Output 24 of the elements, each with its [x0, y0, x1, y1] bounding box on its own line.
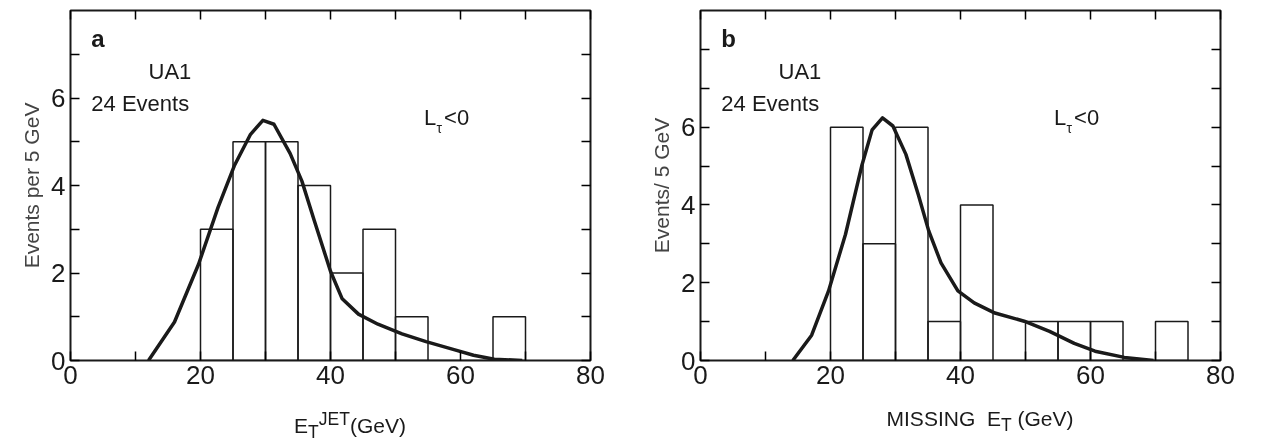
x-axis-title: MISSING E$_{T}$ (GeV) [886, 406, 1074, 438]
x-tick-label: 60 [446, 359, 475, 390]
y-tick-label: 4 [681, 189, 696, 220]
x-tick-label: 80 [1206, 359, 1235, 390]
x-tick-label: 20 [186, 359, 215, 390]
annotation: UA1 [148, 59, 192, 84]
y-axis-title: Events per 5 GeV [20, 102, 44, 269]
text: a [91, 24, 106, 52]
y-tick-label: 4 [51, 170, 66, 201]
annotation: UA1 [778, 59, 822, 84]
y-tick-label: 2 [51, 258, 66, 288]
x-tick-label: 20 [816, 359, 845, 390]
y-tick-label: 6 [681, 112, 696, 143]
x-tick-label: 40 [316, 359, 345, 390]
annotation: 24 Events [91, 90, 190, 116]
y-tick-label: 6 [51, 83, 66, 113]
text: b [721, 24, 736, 52]
y-tick-label: 2 [681, 267, 696, 298]
x-tick-label: 80 [576, 359, 605, 390]
y-axis-title: Events/ 5 GeV [650, 117, 674, 254]
x-tick-label: 40 [946, 359, 975, 390]
x-tick-label: 60 [1076, 359, 1105, 390]
annotation: 24 Events [721, 90, 820, 116]
x-axis-title: E$_{T}$$^{JET}$(GeV) [294, 408, 406, 445]
